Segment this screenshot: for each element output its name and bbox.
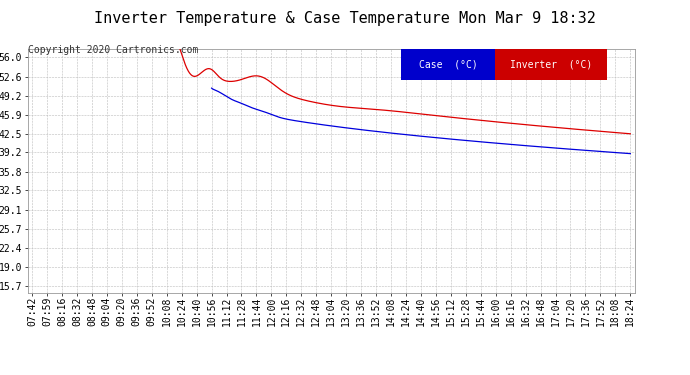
FancyBboxPatch shape bbox=[495, 49, 607, 81]
Text: Inverter  (°C): Inverter (°C) bbox=[510, 60, 593, 70]
Text: Inverter Temperature & Case Temperature Mon Mar 9 18:32: Inverter Temperature & Case Temperature … bbox=[94, 11, 596, 26]
FancyBboxPatch shape bbox=[401, 49, 495, 81]
Text: Copyright 2020 Cartronics.com: Copyright 2020 Cartronics.com bbox=[28, 45, 198, 55]
Text: Case  (°C): Case (°C) bbox=[419, 60, 477, 70]
